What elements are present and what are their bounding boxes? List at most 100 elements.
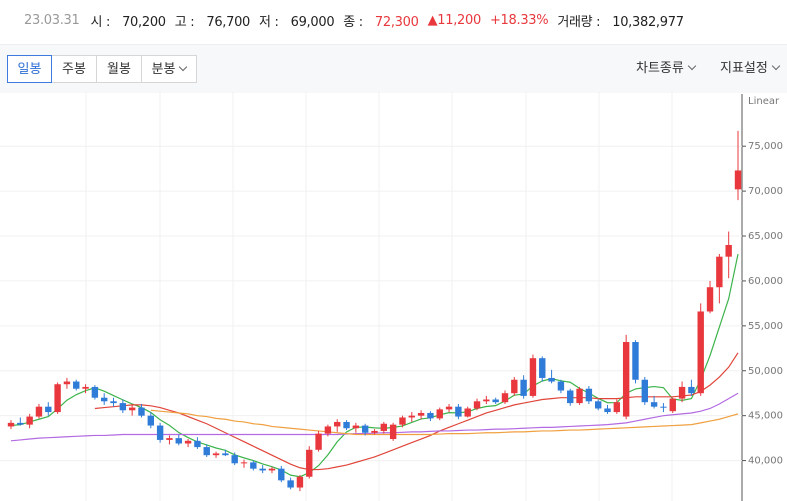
candle-body — [622, 342, 630, 417]
chevron — [687, 61, 697, 71]
candle-body — [101, 397, 108, 402]
candle-body — [278, 468, 285, 481]
candle-body — [184, 440, 192, 444]
change: ▲11,200 — [427, 12, 482, 28]
candle-body — [455, 406, 462, 417]
candle-body — [632, 342, 639, 380]
candle-body — [371, 430, 378, 433]
candle-body — [82, 386, 89, 389]
candle-body — [594, 401, 602, 409]
candle-body — [324, 426, 332, 434]
candle-body — [63, 381, 71, 385]
candle-body — [641, 379, 648, 403]
candle-body — [417, 412, 425, 416]
candle-body — [511, 379, 518, 394]
tab[interactable]: 월봉 — [96, 55, 142, 83]
candle-body — [501, 393, 509, 403]
label: 차트종류 — [636, 61, 684, 76]
candle-body — [688, 386, 695, 394]
candle-body — [212, 453, 220, 456]
y-tick-label: 75,000 — [748, 141, 783, 152]
candle-body — [678, 386, 686, 399]
candle-body — [110, 401, 117, 404]
date: 23.03.31 — [24, 12, 80, 28]
candle-body — [222, 453, 229, 456]
quote-item: 저 : 69,000 — [259, 11, 335, 30]
menu[interactable]: 차트종류 — [636, 55, 697, 83]
menu[interactable]: 지표설정 — [720, 55, 781, 83]
candle-body — [156, 425, 164, 440]
candle-body — [706, 287, 714, 312]
label: 고 : — [174, 14, 195, 30]
candle-body — [734, 170, 742, 190]
moving-average-line — [150, 409, 739, 436]
label: 종 : — [343, 14, 363, 30]
value: 10,382,977 — [612, 14, 684, 30]
candle-body — [464, 408, 471, 417]
candle-body — [315, 433, 322, 450]
candle-body — [119, 403, 127, 411]
candle-body — [175, 438, 182, 444]
candle-body — [240, 462, 248, 464]
candle-body — [35, 406, 43, 417]
candle-body — [669, 398, 676, 412]
label: 저 : — [259, 14, 279, 30]
tab[interactable]: 분봉 — [141, 55, 197, 83]
candle-body — [138, 407, 145, 416]
candle-body — [697, 311, 704, 394]
y-tick-label: 55,000 — [748, 321, 783, 332]
date-grid — [85, 92, 673, 501]
label: 지표설정 — [720, 61, 768, 76]
label: 분봉 — [151, 62, 176, 77]
candle-body — [128, 407, 136, 411]
tab[interactable]: 일봉 — [7, 55, 52, 83]
chevron — [771, 61, 781, 71]
candle-body — [334, 421, 341, 427]
candle-body — [17, 422, 24, 425]
candle-body — [650, 402, 658, 407]
y-tick-label: 40,000 — [748, 456, 783, 467]
candle-body — [91, 386, 99, 398]
candle-body — [408, 415, 415, 418]
candle-body — [473, 401, 481, 409]
candle-body — [259, 468, 266, 471]
candle-body — [539, 358, 546, 378]
candle-body — [147, 415, 155, 426]
value: 70,200 — [122, 14, 166, 30]
y-tick-label: 65,000 — [748, 231, 783, 242]
candle-body — [529, 358, 537, 396]
candle-body — [389, 424, 397, 440]
quote-item: 종 : 72,300 — [343, 11, 419, 30]
quote-header: 23.03.31 시 : 70,200 고 : 76,700 저 : 69,000 종… — [0, 0, 787, 40]
candle-body — [231, 455, 238, 464]
volume: 거래량 : 10,382,977 — [557, 11, 684, 30]
candle-body — [483, 399, 490, 402]
candle-body — [166, 438, 173, 440]
candle-body — [361, 425, 369, 433]
candle-body — [380, 423, 388, 431]
candle-body — [343, 421, 350, 429]
candle-body — [45, 406, 52, 413]
candle-body — [203, 447, 210, 456]
candle-body — [54, 384, 61, 413]
tab[interactable]: 주봉 — [51, 55, 97, 83]
quote-item: 시 : 70,200 — [91, 11, 167, 30]
y-tick-label: 70,000 — [748, 186, 783, 197]
candle-body — [604, 408, 611, 413]
chevron — [179, 62, 188, 72]
candle-body — [576, 388, 583, 404]
candle-body — [492, 399, 499, 403]
candle-body — [7, 422, 15, 427]
moving-average-line — [94, 352, 739, 471]
candle-body — [268, 468, 276, 471]
scale-label: Linear — [748, 96, 780, 107]
candle-body — [548, 377, 555, 382]
candle-body — [716, 256, 723, 288]
candle-body — [520, 379, 527, 396]
candle-body — [399, 417, 406, 425]
value: 72,300 — [374, 14, 419, 30]
candle-body — [306, 449, 313, 477]
toolbar: 일봉 주봉 월봉 분봉 차트종류 지표설정 — [0, 44, 787, 93]
candle-body — [567, 390, 574, 404]
